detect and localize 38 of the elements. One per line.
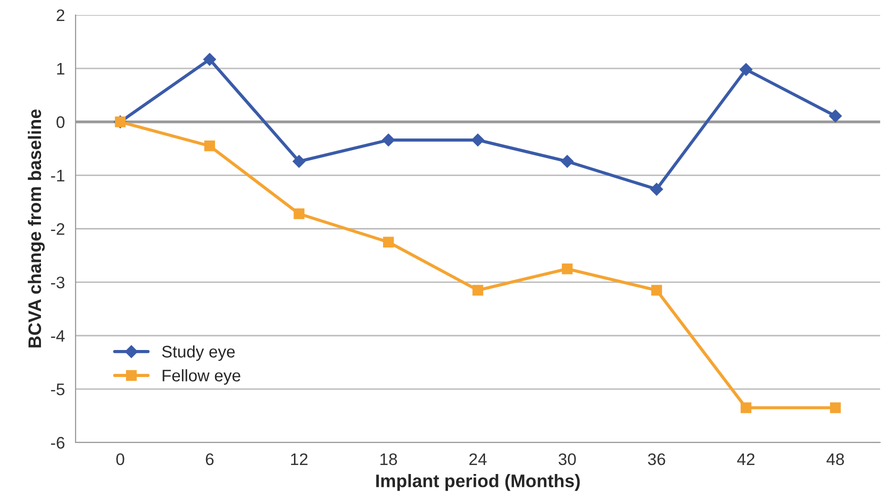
y-tick-label: 2: [56, 9, 64, 22]
point: [829, 110, 842, 122]
y-tick-label: -5: [51, 384, 64, 396]
point: [830, 402, 841, 414]
point: [472, 284, 484, 296]
y-tick-label: -6: [51, 436, 64, 449]
x-tick-label: 0: [116, 453, 124, 466]
x-tick-label: 30: [558, 453, 576, 466]
point: [471, 134, 484, 146]
y-axis-title: BCVA change from baseline: [28, 109, 45, 348]
point: [740, 402, 752, 414]
y-tick-label: -3: [51, 276, 64, 288]
x-tick-label: 24: [469, 453, 487, 465]
x-tick-label: 18: [380, 453, 397, 466]
x-axis-title: Implant period (Months): [376, 474, 580, 491]
legend-label: Fellow eye: [162, 369, 240, 385]
x-tick-label: 42: [737, 453, 754, 465]
x-tick-label: 36: [648, 453, 666, 466]
point: [650, 182, 664, 196]
x-tick-label: 48: [826, 453, 844, 466]
point: [560, 155, 574, 168]
point: [651, 284, 662, 296]
point: [204, 140, 216, 152]
point: [203, 52, 216, 66]
y-tick-label: 0: [56, 116, 64, 128]
point: [383, 236, 394, 248]
y-tick-label: -2: [51, 223, 64, 235]
y-tick-label: -1: [51, 170, 64, 182]
y-tick-label: 1: [57, 63, 64, 74]
point: [382, 134, 395, 146]
y-tick-label: -4: [51, 330, 65, 342]
point: [294, 208, 304, 220]
x-tick-label: 6: [206, 453, 214, 466]
legend-label: Study eye: [162, 345, 235, 361]
point: [292, 155, 306, 168]
point: [562, 263, 573, 274]
x-tick-label: 12: [291, 453, 308, 465]
point: [740, 63, 752, 76]
